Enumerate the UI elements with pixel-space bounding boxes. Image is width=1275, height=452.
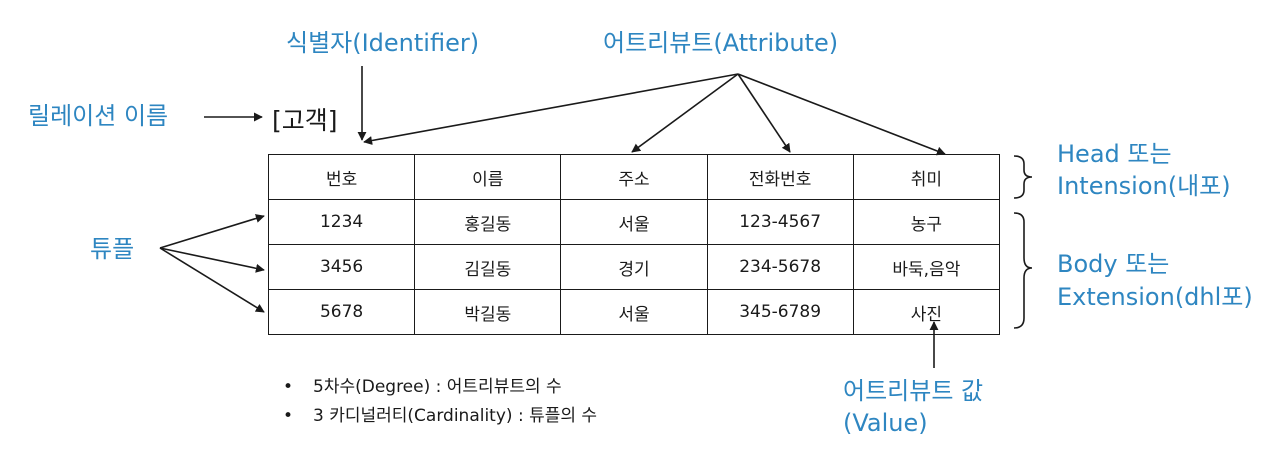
table-cell: 1234	[267, 199, 416, 245]
relation-name-value: [고객]	[272, 106, 338, 135]
head-label-line2: Intension(내포)	[1057, 172, 1231, 200]
relation-name-label: 릴레이션 이름	[28, 102, 169, 130]
table-cell: 바둑,음악	[852, 244, 1001, 290]
list-item: • 3 카디널러티(Cardinality) : 튜플의 수	[283, 402, 597, 431]
attribute-label: 어트리뷰트(Attribute)	[603, 29, 839, 57]
table-cell: 3456	[267, 244, 416, 290]
table-cell: 농구	[852, 199, 1001, 245]
table-header-row: 번호 이름 주소 전화번호 취미	[267, 154, 1001, 200]
tuple-arrow-3	[159, 247, 265, 313]
bullet-icon: •	[283, 377, 294, 397]
note-degree: 5차수(Degree) : 어트리뷰트의 수	[313, 377, 562, 397]
header-cell: 전화번호	[706, 154, 854, 200]
table-cell: 경기	[560, 244, 708, 290]
table-cell: 5678	[267, 289, 416, 335]
list-item: • 5차수(Degree) : 어트리뷰트의 수	[283, 373, 597, 402]
table-row: 5678 박길동 서울 345-6789 사진	[267, 289, 1001, 335]
head-brace	[1013, 155, 1033, 199]
attribute-arrow-1	[363, 73, 739, 145]
head-label-line1: Head 또는	[1057, 140, 1172, 168]
table-row: 3456 김길동 경기 234-5678 바둑,음악	[267, 244, 1001, 290]
tuple-label: 튜플	[90, 235, 135, 263]
header-cell: 번호	[267, 154, 416, 200]
tuple-arrow-2	[159, 247, 265, 273]
header-cell: 취미	[852, 154, 1001, 200]
table-cell: 345-6789	[706, 289, 854, 335]
attribute-arrow-3	[737, 73, 791, 153]
header-cell: 이름	[414, 154, 562, 200]
table-cell: 사진	[852, 289, 1001, 335]
table-cell: 서울	[560, 289, 708, 335]
table-cell: 234-5678	[706, 244, 854, 290]
table-cell: 홍길동	[414, 199, 562, 245]
header-cell: 주소	[560, 154, 708, 200]
attribute-arrow-4	[737, 73, 946, 156]
bullet-icon: •	[283, 406, 294, 426]
tuple-arrow-1	[159, 214, 265, 249]
notes-list: • 5차수(Degree) : 어트리뷰트의 수 • 3 카디널러티(Cardina…	[283, 373, 597, 431]
identifier-label: 식별자(Identifier)	[286, 29, 480, 57]
table-row: 1234 홍길동 서울 123-4567 농구	[267, 199, 1001, 245]
table-cell: 123-4567	[706, 199, 854, 245]
table-cell: 박길동	[414, 289, 562, 335]
body-label-line1: Body 또는	[1057, 250, 1170, 278]
attribute-value-label-line2: (Value)	[843, 409, 928, 437]
body-label-line2: Extension(dhl포)	[1057, 283, 1253, 311]
attribute-value-label-line1: 어트리뷰트 값	[843, 377, 984, 405]
body-brace	[1013, 212, 1033, 329]
table-cell: 김길동	[414, 244, 562, 290]
relation-table: 번호 이름 주소 전화번호 취미 1234 홍길동 서울 123-4567 농구…	[267, 154, 1001, 335]
attribute-arrow-2	[631, 73, 739, 153]
table-cell: 서울	[560, 199, 708, 245]
note-cardinality: 3 카디널러티(Cardinality) : 튜플의 수	[313, 406, 598, 426]
